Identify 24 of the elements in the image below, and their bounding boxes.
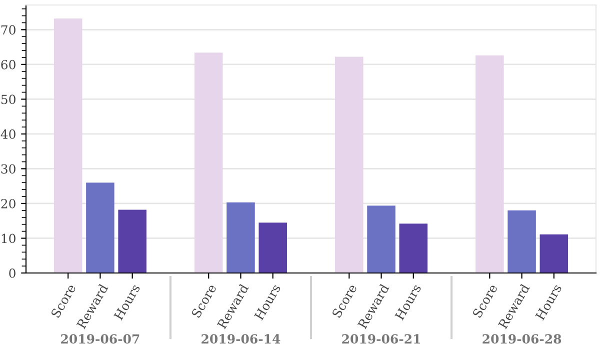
bar <box>226 202 255 273</box>
y-tick-label: 20 <box>1 198 16 208</box>
bar <box>367 206 396 273</box>
x-tick-label: 2019-06-21 <box>342 334 420 344</box>
bar <box>86 182 114 273</box>
bar <box>335 56 364 273</box>
x-tick-label: 2019-06-14 <box>202 334 280 344</box>
y-tick-label: 10 <box>2 234 16 244</box>
bar <box>54 18 82 273</box>
y-tick-label: 30 <box>1 164 16 174</box>
bar <box>194 52 223 273</box>
bar <box>258 222 287 273</box>
x-tick-label: 2019-06-07 <box>61 334 140 344</box>
y-tick-label: 50 <box>1 94 16 104</box>
bar <box>476 55 504 273</box>
bar <box>118 210 146 273</box>
x-tick-label: 2019-06-28 <box>482 334 562 344</box>
y-tick-label: 60 <box>1 60 16 70</box>
bar <box>540 234 568 273</box>
y-tick-label: 70 <box>1 25 16 35</box>
bar <box>399 224 428 273</box>
y-tick-label: 40 <box>0 129 16 139</box>
y-tick-label: 0 <box>9 268 16 278</box>
bar <box>508 210 536 273</box>
